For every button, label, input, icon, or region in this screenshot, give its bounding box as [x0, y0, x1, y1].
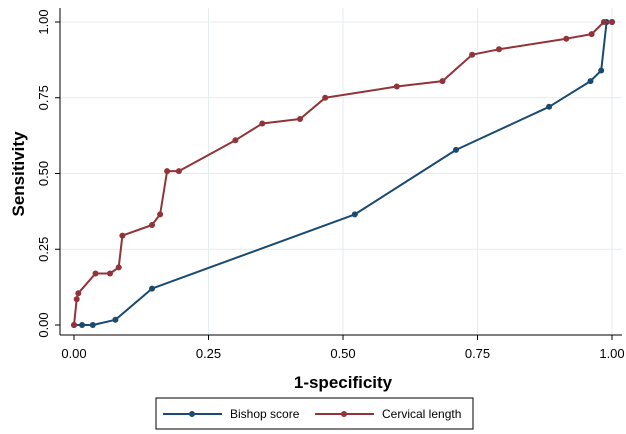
data-point-bishop-score — [149, 285, 155, 292]
data-point-cervical-length — [157, 211, 164, 218]
data-point-cervical-length — [469, 51, 476, 58]
data-point-cervical-length — [496, 46, 502, 53]
data-point-cervical-length — [259, 120, 266, 127]
data-point-cervical-length — [71, 322, 77, 328]
legend-marker-bishop-score — [189, 411, 195, 417]
data-point-cervical-length — [119, 232, 126, 239]
data-point-bishop-score — [89, 322, 96, 328]
data-point-cervical-length — [107, 270, 113, 277]
data-point-bishop-score — [79, 322, 86, 328]
y-tick-label: 1.00 — [36, 9, 51, 34]
data-point-cervical-length — [175, 168, 182, 175]
series — [71, 19, 615, 328]
axes — [59, 8, 622, 336]
x-ticks: 0.00 0.25 0.50 0.75 1.00 — [61, 335, 625, 361]
data-point-bishop-score — [587, 78, 594, 85]
y-tick-label: 0.75 — [36, 85, 51, 110]
data-point-cervical-length — [115, 264, 122, 271]
data-point-cervical-length — [563, 35, 570, 42]
data-point-cervical-length — [75, 290, 82, 297]
data-point-cervical-length — [439, 78, 446, 85]
data-point-bishop-score — [546, 103, 553, 110]
data-point-cervical-length — [297, 116, 303, 122]
data-point-cervical-length — [232, 137, 239, 144]
data-point-cervical-length — [588, 31, 595, 38]
data-point-bishop-score — [453, 146, 459, 153]
legend-marker-cervical-length — [341, 411, 347, 417]
y-tick-label: 0.25 — [36, 237, 51, 262]
data-point-cervical-length — [609, 19, 615, 25]
data-point-bishop-score — [112, 316, 119, 323]
y-axis-title: Sensitivity — [9, 131, 28, 217]
data-point-bishop-score — [598, 67, 605, 74]
data-point-cervical-length — [164, 168, 171, 175]
x-axis-title: 1-specificity — [294, 373, 393, 392]
y-ticks: 0.00 0.25 0.50 0.75 1.00 — [36, 9, 60, 338]
data-point-cervical-length — [322, 94, 329, 101]
x-tick-label: 0.00 — [61, 346, 86, 361]
data-point-cervical-length — [149, 222, 155, 228]
gridlines — [60, 8, 622, 335]
data-point-bishop-score — [351, 211, 358, 218]
x-tick-label: 0.75 — [465, 346, 490, 361]
x-tick-label: 0.50 — [330, 346, 355, 361]
legend: Bishop score Cervical length — [155, 397, 474, 430]
data-point-cervical-length — [73, 296, 80, 303]
data-point-cervical-length — [600, 19, 607, 25]
x-tick-label: 0.25 — [196, 346, 221, 361]
legend-label-bishop-score: Bishop score — [230, 407, 300, 421]
y-tick-label: 0.50 — [36, 161, 51, 186]
y-tick-label: 0.00 — [36, 312, 51, 337]
data-point-cervical-length — [393, 83, 400, 90]
x-tick-label: 1.00 — [599, 346, 624, 361]
data-point-cervical-length — [92, 270, 99, 277]
legend-label-cervical-length: Cervical length — [382, 407, 461, 421]
